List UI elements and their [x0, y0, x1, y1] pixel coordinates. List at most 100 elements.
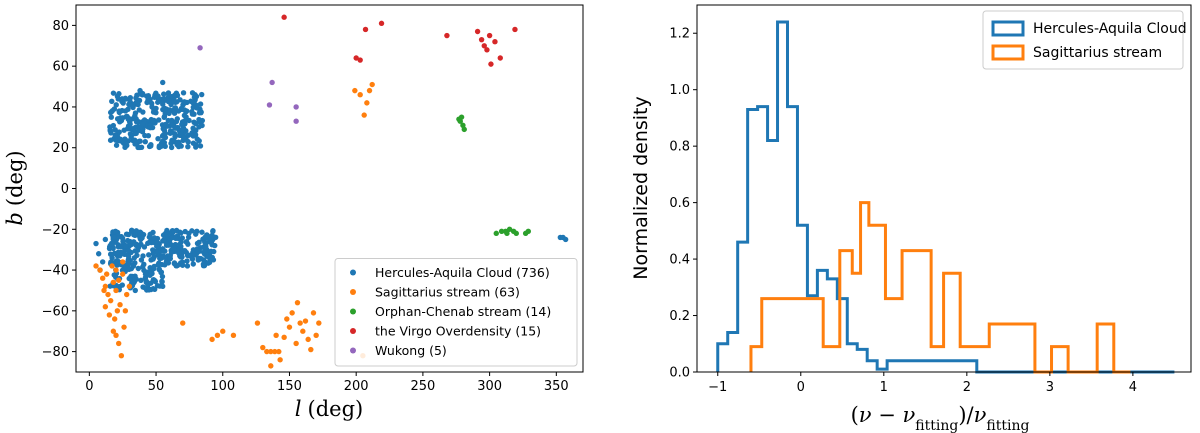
scatter-point: [125, 253, 132, 260]
scatter-point: [171, 98, 177, 104]
scatter-point: [130, 102, 136, 108]
histogram-x-label: (ν − νfitting)/νfitting: [851, 403, 1030, 433]
scatter-point: [196, 124, 202, 130]
scatter-point: [126, 266, 132, 273]
scatter-point: [110, 245, 116, 252]
scatter-point: [132, 287, 138, 294]
histogram-panel: −1 0 1 2 3 4 0.0 0.2 0.4 0.6 0.8 1.0 1.2 (ν − νfitt…: [630, 4, 1192, 433]
scatter-point: [162, 143, 168, 150]
scatter-point: [203, 244, 209, 250]
scatter-point: [110, 90, 117, 96]
scatter-point: [357, 92, 363, 98]
scatter-point: [112, 127, 118, 133]
scatter-point: [132, 130, 138, 137]
scatter-point: [116, 91, 122, 97]
scatter-point: [481, 43, 487, 49]
scatter-x-label: l (deg): [295, 397, 363, 421]
scatter-point: [123, 231, 130, 237]
y-tick-label: 1.2: [669, 27, 690, 42]
scatter-point: [173, 227, 180, 234]
y-tick-label: 40: [52, 100, 69, 115]
histogram-y-label: Normalized density: [630, 96, 652, 279]
scatter-point: [113, 332, 119, 338]
scatter-point: [133, 276, 140, 282]
scatter-point: [195, 255, 201, 261]
scatter-point: [126, 275, 132, 282]
scatter-point: [141, 244, 148, 250]
scatter-point: [264, 348, 270, 355]
scatter-point: [497, 55, 503, 61]
scatter-point: [95, 251, 102, 257]
scatter-point: [156, 117, 162, 123]
scatter-point: [108, 114, 114, 120]
x-tick-label: 1: [880, 380, 888, 395]
scatter-point: [142, 139, 148, 145]
x-tick-label: 200: [344, 379, 369, 394]
scatter-point: [102, 236, 109, 243]
scatter-point: [158, 269, 165, 275]
scatter-point: [161, 96, 167, 102]
scatter-point: [120, 100, 126, 106]
histogram-sagittarius-stream: [749, 201, 1131, 374]
scatter-point: [150, 247, 156, 253]
scatter-point: [562, 236, 569, 243]
scatter-point: [139, 128, 146, 135]
scatter-point: [147, 124, 154, 131]
x-tick-label: 2: [963, 380, 971, 395]
legend-box: [334, 258, 578, 367]
scatter-point: [110, 328, 117, 334]
scatter-point: [138, 277, 144, 283]
scatter-point: [140, 109, 146, 115]
scatter-point: [167, 255, 174, 262]
scatter-point: [101, 287, 107, 294]
x-tick-label: 4: [1129, 380, 1137, 395]
scatter-point: [281, 14, 287, 20]
scatter-point: [268, 348, 274, 355]
scatter-point: [284, 316, 290, 322]
scatter-point: [196, 138, 202, 144]
scatter-point: [102, 304, 109, 310]
scatter-point: [119, 259, 126, 265]
legend-marker: [350, 347, 356, 354]
scatter-point: [170, 122, 176, 128]
scatter-point: [353, 55, 359, 61]
scatter-point: [133, 95, 139, 101]
scatter-point: [190, 100, 196, 106]
scatter-point: [109, 98, 115, 104]
series-the-virgo-overdensity: [281, 14, 518, 67]
scatter-point: [160, 101, 166, 107]
x-tick-label: 3: [1046, 380, 1054, 395]
scatter-point: [97, 267, 103, 273]
scatter-point: [178, 243, 184, 250]
scatter-point: [172, 105, 179, 111]
scatter-point: [110, 279, 117, 285]
scatter-point: [281, 334, 287, 341]
scatter-point: [111, 234, 117, 240]
scatter-point: [185, 144, 191, 150]
scatter-point: [202, 234, 208, 240]
scatter-point: [146, 287, 152, 293]
histogram-hercules-aquila-cloud: [716, 20, 1175, 374]
scatter-point: [149, 117, 156, 124]
scatter-point: [189, 90, 196, 96]
scatter-point: [112, 132, 118, 138]
scatter-point: [93, 263, 99, 269]
scatter-point: [179, 127, 185, 133]
legend-entry: Wukong (5): [375, 343, 447, 358]
scatter-point: [180, 90, 187, 96]
scatter-point: [99, 275, 106, 281]
scatter-point: [457, 118, 463, 124]
legend-marker: [350, 269, 356, 276]
scatter-point: [444, 32, 450, 39]
scatter-point: [272, 348, 278, 355]
scatter-point: [268, 363, 274, 369]
y-tick-label: 0.8: [669, 140, 690, 155]
y-tick-label: 1.0: [669, 83, 690, 98]
scatter-point: [107, 128, 113, 134]
scatter-point: [93, 240, 99, 247]
scatter-point: [122, 144, 128, 151]
scatter-panel: 0 50 100 150 200 250 300 350 −80 −60 −40 −20 0 20 40 6…: [3, 4, 584, 421]
scatter-point: [189, 108, 195, 115]
scatter-point: [173, 235, 179, 241]
x-tick-label: 150: [277, 379, 302, 394]
